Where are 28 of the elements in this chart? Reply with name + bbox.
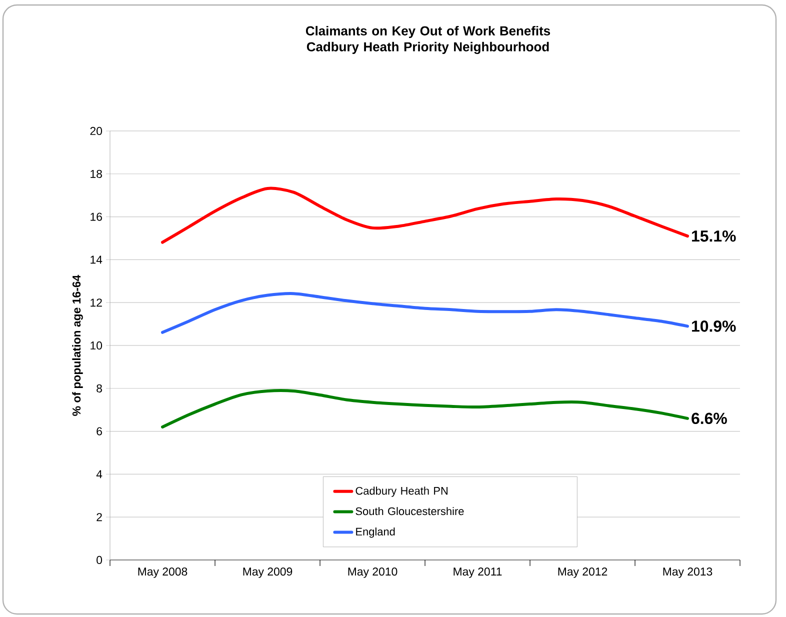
line-series <box>161 292 690 334</box>
x-tick-label: May 2012 <box>558 568 608 578</box>
y-tick-label: 2 <box>96 513 102 522</box>
line-series <box>161 186 690 244</box>
y-tick-label: 14 <box>90 256 102 264</box>
line-series <box>161 389 690 428</box>
legend-label: England <box>356 527 395 538</box>
y-tick-label: 16 <box>90 212 102 221</box>
y-tick-label: 18 <box>90 170 102 178</box>
x-tick-label: May 2009 <box>243 568 292 578</box>
x-tick-label: May 2011 <box>454 568 502 578</box>
y-tick-label: 6 <box>96 427 102 436</box>
y-tick-label: 20 <box>90 126 102 136</box>
annotation: 10.9% <box>692 320 736 332</box>
y-tick-label: 4 <box>96 470 102 478</box>
legend-label: South Gloucestershire <box>356 507 464 516</box>
legend-label: Cadbury Heath PN <box>356 486 448 497</box>
y-tick-label: 0 <box>96 556 102 564</box>
x-tick-label: May 2010 <box>348 568 398 578</box>
y-axis-title: % of population age 16-64 <box>72 274 83 416</box>
x-tick-label: May 2013 <box>663 568 712 578</box>
chart-title: Claimants on Key Out of Work Benefits Cadbury Heath Priority Neighbourhood <box>306 26 550 54</box>
annotation: 6.6% <box>692 412 727 424</box>
x-tick-label: May 2008 <box>138 568 188 578</box>
annotation: 15.1% <box>692 230 736 242</box>
y-tick-label: 12 <box>90 298 102 307</box>
y-tick-label: 8 <box>96 384 102 392</box>
y-tick-label: 10 <box>90 341 102 350</box>
